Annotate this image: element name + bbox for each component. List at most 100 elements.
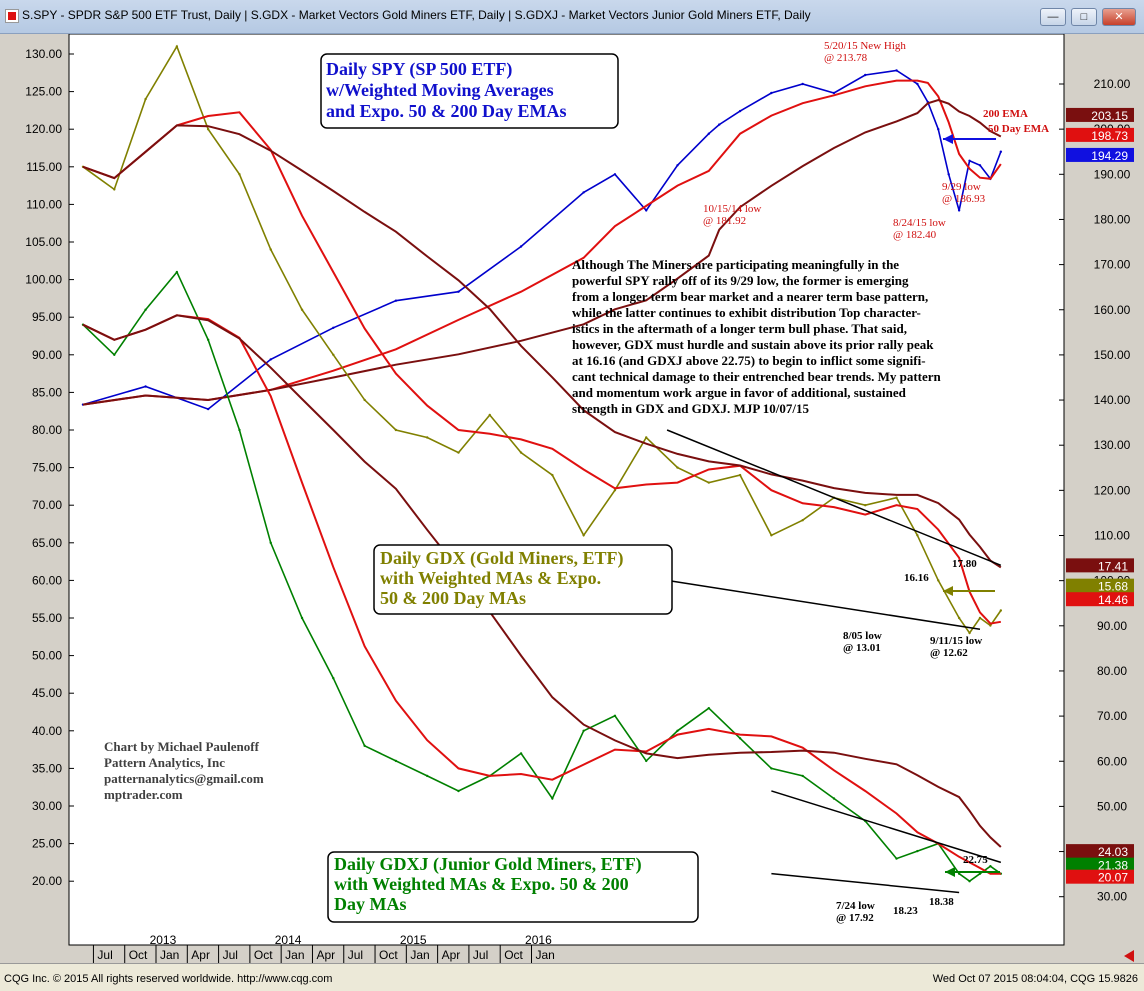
series-point-gdx (707, 481, 710, 484)
series-point-spy (645, 209, 648, 212)
series-line-gdxj (82, 270, 1002, 883)
gdxj-1838-annotation: 18.38 (929, 896, 954, 908)
spy-label-box (320, 53, 619, 129)
series-point-gdx (425, 436, 429, 439)
x-tick-label: Jan (160, 948, 179, 962)
gdxj-1823-annotation: 18.23 (893, 905, 918, 917)
series-point-gdxj (989, 865, 992, 868)
value-tag (1066, 844, 1134, 859)
series-point-gdxj (738, 737, 742, 740)
minimize-button[interactable]: — (1040, 8, 1066, 26)
series-point-spy (937, 128, 940, 131)
series-point-gdxj (978, 872, 982, 875)
gdxj-upper-trendline (771, 790, 1002, 864)
series-point-spy (707, 132, 710, 135)
series-point-gdx (738, 473, 742, 477)
x-tick-label: Apr (191, 948, 210, 962)
series-point-gdx (582, 534, 585, 537)
series-point-gdx (457, 451, 460, 454)
series-point-gdx (770, 534, 773, 537)
commentary-text: Although The Miners are participating me… (572, 257, 942, 416)
series-point-gdx (269, 248, 272, 251)
left-tick-label: 60.00 (32, 573, 62, 587)
gdx-low-0911-annotation: 9/11/15 low @ 12.62 (930, 635, 982, 659)
year-label: 2013 (150, 933, 177, 947)
series-point-gdx (113, 188, 116, 191)
left-tick-label: 35.00 (32, 761, 62, 775)
status-bar: CQG Inc. © 2015 All rights reserved worl… (0, 963, 1144, 991)
x-tick-label: Jan (285, 948, 304, 962)
value-tag-label: 17.41 (1098, 559, 1128, 573)
copyright-text: CQG Inc. © 2015 All rights reserved worl… (4, 973, 333, 985)
left-tick-label: 25.00 (32, 837, 62, 851)
ma-line-gdxj (82, 314, 1001, 875)
left-tick-label: 130.00 (25, 47, 62, 61)
right-tick-label: 70.00 (1097, 709, 1127, 723)
right-tick-label: 190.00 (1094, 167, 1131, 181)
value-tag-label: 194.29 (1091, 149, 1128, 163)
series-point-gdx (999, 609, 1003, 612)
series-point-gdx (488, 413, 491, 417)
series-point-gdx (332, 353, 335, 356)
x-tick-label: Apr (442, 948, 461, 962)
spy-arrow-head (943, 134, 953, 144)
series-point-gdx (645, 436, 648, 439)
series-point-spy (269, 358, 272, 361)
series-point-gdxj (238, 428, 241, 432)
series-point-spy (957, 209, 961, 212)
left-tick-label: 115.00 (26, 160, 62, 174)
series-point-gdx (394, 428, 398, 432)
series-point-spy (613, 173, 617, 176)
series-point-spy (895, 69, 898, 72)
value-tag (1066, 127, 1134, 142)
series-point-spy (978, 164, 982, 167)
series-point-gdxj (957, 872, 961, 875)
ema50-annotation: 50 Day EMA (988, 123, 1049, 135)
right-tick-label: 90.00 (1097, 619, 1127, 633)
series-point-spy (144, 385, 147, 388)
left-tick-label: 90.00 (32, 348, 62, 362)
right-tick-label: 210.00 (1094, 77, 1131, 91)
series-point-gdx (300, 308, 304, 311)
series-point-gdxj (916, 849, 919, 853)
left-tick-label: 125.00 (25, 85, 62, 99)
ema200-line-gdx (82, 124, 1002, 569)
gdx-upper-trendline (666, 429, 1002, 567)
right-tick-label: 110.00 (1094, 529, 1130, 543)
right-tick-label: 30.00 (1097, 890, 1127, 904)
close-button[interactable]: ✕ (1102, 8, 1136, 26)
series-point-gdx (801, 519, 804, 522)
series-point-spy (864, 73, 867, 77)
x-tick-label: Oct (379, 948, 398, 962)
series-point-spy (457, 290, 460, 293)
gdx-label-text: Daily GDX (Gold Miners, ETF) with Weighte… (380, 548, 624, 608)
gdx-label-box (373, 544, 673, 615)
gdx-1616-annotation: 16.16 (904, 572, 929, 584)
series-point-gdxj (425, 774, 429, 778)
series-point-gdx (895, 496, 898, 499)
series-point-gdxj (582, 729, 585, 732)
series-point-gdx (676, 466, 679, 469)
maximize-button[interactable]: □ (1071, 8, 1097, 26)
left-tick-label: 55.00 (32, 611, 62, 625)
series-point-gdxj (895, 857, 898, 860)
series-point-gdx (238, 173, 241, 176)
gdx-low-0805-annotation: 8/05 low @ 13.01 (843, 630, 882, 654)
series-point-gdx (551, 473, 554, 477)
series-point-spy (968, 159, 971, 162)
series-point-gdx (175, 45, 179, 48)
series-point-gdxj (645, 759, 648, 763)
series-point-spy (738, 109, 742, 113)
x-tick-label: Jul (97, 948, 112, 962)
series-point-spy (916, 82, 919, 86)
ema200-line-spy (82, 98, 1002, 406)
low-0824-annotation: 8/24/15 low @ 182.40 (893, 217, 946, 241)
year-label: 2016 (525, 933, 552, 947)
series-point-gdx (613, 489, 617, 492)
series-point-spy (582, 191, 585, 194)
series-point-gdxj (968, 880, 971, 883)
window-title: S.SPY - SPDR S&P 500 ETF Trust, Daily | … (22, 8, 811, 22)
series-point-gdxj (144, 308, 147, 311)
x-tick-label: Jul (223, 948, 238, 962)
series-point-spy (999, 150, 1003, 153)
